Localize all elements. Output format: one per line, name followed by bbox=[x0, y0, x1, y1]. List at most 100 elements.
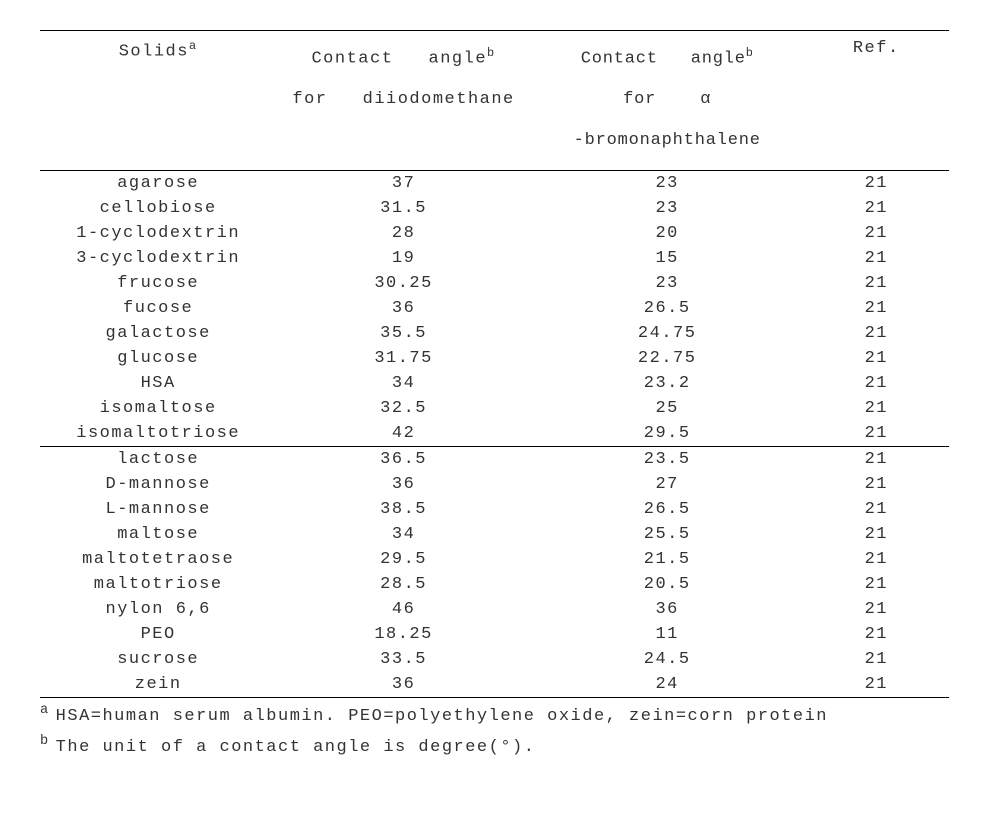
footnote-a-text: HSA=human serum albumin. PEO=polyethylen… bbox=[56, 702, 828, 733]
ref-value: 21 bbox=[804, 672, 949, 698]
contact-angle-1: 34 bbox=[276, 522, 531, 547]
solid-name: 1-cyclodextrin bbox=[40, 221, 276, 246]
contact-angle-2: 15 bbox=[531, 246, 804, 271]
ref-value: 21 bbox=[804, 196, 949, 221]
contact-angle-2: 20.5 bbox=[531, 572, 804, 597]
solids-sup: a bbox=[189, 39, 198, 53]
ref-value: 21 bbox=[804, 396, 949, 421]
header-ref: Ref. bbox=[804, 31, 949, 171]
table-row: 3-cyclodextrin191521 bbox=[40, 246, 949, 271]
contact-angle-2: 24.75 bbox=[531, 321, 804, 346]
contact-angle-1: 31.75 bbox=[276, 346, 531, 371]
contact-angle-2: 23.5 bbox=[531, 447, 804, 473]
table-body-section-1: agarose372321cellobiose31.523211-cyclode… bbox=[40, 171, 949, 447]
contact-angle-1: 36.5 bbox=[276, 447, 531, 473]
solid-name: frucose bbox=[40, 271, 276, 296]
table-row: glucose31.7522.7521 bbox=[40, 346, 949, 371]
contact-angle-1: 36 bbox=[276, 672, 531, 698]
solid-name: maltotriose bbox=[40, 572, 276, 597]
ref-value: 21 bbox=[804, 346, 949, 371]
contact-angle-2: 26.5 bbox=[531, 296, 804, 321]
table-row: agarose372321 bbox=[40, 171, 949, 197]
table-row: L-mannose38.526.521 bbox=[40, 497, 949, 522]
solid-name: fucose bbox=[40, 296, 276, 321]
footnote-b: b The unit of a contact angle is degree(… bbox=[40, 733, 949, 764]
ref-value: 21 bbox=[804, 271, 949, 296]
contact-angle-1: 31.5 bbox=[276, 196, 531, 221]
ref-value: 21 bbox=[804, 221, 949, 246]
table-row: HSA3423.221 bbox=[40, 371, 949, 396]
contact-angle-1: 38.5 bbox=[276, 497, 531, 522]
contact-angle-1: 28.5 bbox=[276, 572, 531, 597]
ref-value: 21 bbox=[804, 246, 949, 271]
table-row: nylon 6,6463621 bbox=[40, 597, 949, 622]
contact-angle-2: 21.5 bbox=[531, 547, 804, 572]
contact-angle-2: 22.75 bbox=[531, 346, 804, 371]
footnote-b-marker: b bbox=[40, 730, 50, 754]
ref-value: 21 bbox=[804, 421, 949, 447]
table-row: PEO18.251121 bbox=[40, 622, 949, 647]
table-row: cellobiose31.52321 bbox=[40, 196, 949, 221]
ref-value: 21 bbox=[804, 447, 949, 473]
footnote-b-text: The unit of a contact angle is degree(°)… bbox=[56, 733, 536, 764]
table-row: fucose3626.521 bbox=[40, 296, 949, 321]
contact-angle-1: 42 bbox=[276, 421, 531, 447]
ref-value: 21 bbox=[804, 597, 949, 622]
table-row: D-mannose362721 bbox=[40, 472, 949, 497]
contact-angle-2: 24.5 bbox=[531, 647, 804, 672]
table-row: isomaltose32.52521 bbox=[40, 396, 949, 421]
solid-name: maltotetraose bbox=[40, 547, 276, 572]
ref-value: 21 bbox=[804, 171, 949, 197]
table-row: maltose3425.521 bbox=[40, 522, 949, 547]
ref-value: 21 bbox=[804, 296, 949, 321]
solid-name: HSA bbox=[40, 371, 276, 396]
solid-name: glucose bbox=[40, 346, 276, 371]
ref-value: 21 bbox=[804, 522, 949, 547]
ref-value: 21 bbox=[804, 371, 949, 396]
contact-angle-1: 29.5 bbox=[276, 547, 531, 572]
contact-angle-1: 32.5 bbox=[276, 396, 531, 421]
contact-angle-2: 25.5 bbox=[531, 522, 804, 547]
ref-value: 21 bbox=[804, 547, 949, 572]
solid-name: galactose bbox=[40, 321, 276, 346]
footnote-a-marker: a bbox=[40, 699, 50, 723]
solid-name: sucrose bbox=[40, 647, 276, 672]
contact-angle-1: 34 bbox=[276, 371, 531, 396]
solid-name: lactose bbox=[40, 447, 276, 473]
contact-angle-2: 23 bbox=[531, 171, 804, 197]
table-row: sucrose33.524.521 bbox=[40, 647, 949, 672]
ref-value: 21 bbox=[804, 622, 949, 647]
solid-name: zein bbox=[40, 672, 276, 698]
solid-name: maltose bbox=[40, 522, 276, 547]
table-row: lactose36.523.521 bbox=[40, 447, 949, 473]
table-row: isomaltotriose4229.521 bbox=[40, 421, 949, 447]
contact-angle-1: 33.5 bbox=[276, 647, 531, 672]
solid-name: agarose bbox=[40, 171, 276, 197]
contact-angle-1: 18.25 bbox=[276, 622, 531, 647]
contact-angle-1: 46 bbox=[276, 597, 531, 622]
ref-value: 21 bbox=[804, 472, 949, 497]
contact-angle-1: 36 bbox=[276, 472, 531, 497]
contact-angle-1: 30.25 bbox=[276, 271, 531, 296]
footnote-a: a HSA=human serum albumin. PEO=polyethyl… bbox=[40, 702, 949, 733]
table-body-section-2: lactose36.523.521D-mannose362721L-mannos… bbox=[40, 447, 949, 698]
contact-angle-1: 19 bbox=[276, 246, 531, 271]
contact-angle-2: 23 bbox=[531, 271, 804, 296]
solid-name: L-mannose bbox=[40, 497, 276, 522]
table-row: galactose35.524.7521 bbox=[40, 321, 949, 346]
header-contact-angle-1: Contact angleb for diiodomethane bbox=[276, 31, 531, 171]
contact-angle-2: 23.2 bbox=[531, 371, 804, 396]
table-row: frucose30.252321 bbox=[40, 271, 949, 296]
header-solids: Solidsa bbox=[40, 31, 276, 171]
contact-angle-2: 36 bbox=[531, 597, 804, 622]
contact-angle-table: Solidsa Contact angleb for diiodomethane… bbox=[40, 30, 949, 698]
solid-name: isomaltotriose bbox=[40, 421, 276, 447]
solids-label: Solids bbox=[119, 43, 189, 62]
solid-name: nylon 6,6 bbox=[40, 597, 276, 622]
footnotes: a HSA=human serum albumin. PEO=polyethyl… bbox=[40, 702, 949, 763]
solid-name: PEO bbox=[40, 622, 276, 647]
ref-value: 21 bbox=[804, 572, 949, 597]
solid-name: isomaltose bbox=[40, 396, 276, 421]
table-row: maltotriose28.520.521 bbox=[40, 572, 949, 597]
contact-angle-1: 36 bbox=[276, 296, 531, 321]
